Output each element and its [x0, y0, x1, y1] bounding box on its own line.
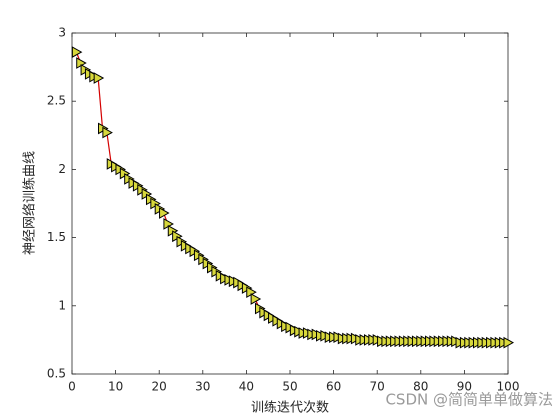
- marker: [102, 126, 113, 139]
- y-tick-label: 0.5: [47, 367, 66, 381]
- x-tick-label: 20: [152, 380, 167, 394]
- marker: [503, 336, 515, 349]
- x-tick-label: 80: [413, 380, 428, 394]
- y-tick-label: 2: [58, 162, 66, 176]
- y-tick-label: 1.5: [47, 230, 66, 244]
- marker: [71, 46, 83, 58]
- y-tick-label: 3: [58, 26, 66, 40]
- x-axis-label: 训练迭代次数: [251, 400, 329, 416]
- x-tick-label: 30: [195, 380, 210, 394]
- x-tick-label: 100: [497, 380, 520, 394]
- marker: [159, 207, 170, 219]
- x-tick-label: 40: [239, 380, 254, 394]
- y-tick-label: 2.5: [47, 94, 66, 108]
- marker: [250, 293, 262, 305]
- x-tick-label: 50: [282, 380, 297, 394]
- x-tick-label: 0: [68, 380, 76, 394]
- x-tick-label: 60: [326, 380, 341, 394]
- y-axis-label: 神经网络训练曲线: [22, 151, 38, 255]
- y-tick-label: 1: [58, 298, 66, 312]
- watermark: CSDN @简简单单做算法: [385, 391, 553, 409]
- x-tick-label: 70: [370, 380, 385, 394]
- x-tick-label: 10: [108, 380, 123, 394]
- marker: [93, 72, 105, 84]
- x-tick-label: 90: [457, 380, 472, 394]
- plot-frame: [71, 32, 509, 375]
